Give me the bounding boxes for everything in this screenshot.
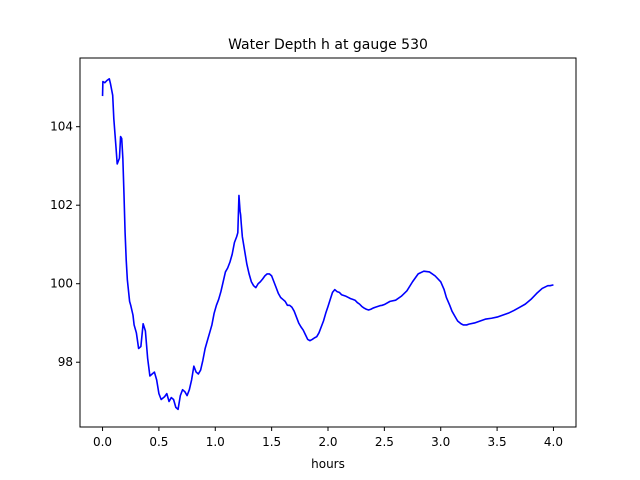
x-tick-label: 1.0 [206,435,225,449]
x-axis-label: hours [311,457,345,471]
y-axis-ticks: 98 100 102 104 [50,120,80,369]
y-tick-label: 104 [50,120,73,134]
x-tick-label: 0.5 [149,435,168,449]
y-tick-label: 98 [58,355,73,369]
x-tick-label: 0.0 [93,435,112,449]
y-tick-label: 102 [50,198,73,212]
x-tick-label: 3.0 [431,435,450,449]
x-tick-label: 1.5 [262,435,281,449]
chart-title: Water Depth h at gauge 530 [228,37,428,53]
x-tick-label: 4.0 [544,435,563,449]
x-axis-ticks: 0.0 0.5 1.0 1.5 2.0 2.5 3.0 3.5 4.0 [93,427,563,449]
y-tick-label: 100 [50,277,73,291]
plot-frame [79,57,577,428]
plot-area [101,78,554,411]
x-tick-label: 2.0 [318,435,337,449]
x-tick-label: 2.5 [375,435,394,449]
series-line-0 [101,78,554,411]
x-tick-label: 3.5 [488,435,507,449]
